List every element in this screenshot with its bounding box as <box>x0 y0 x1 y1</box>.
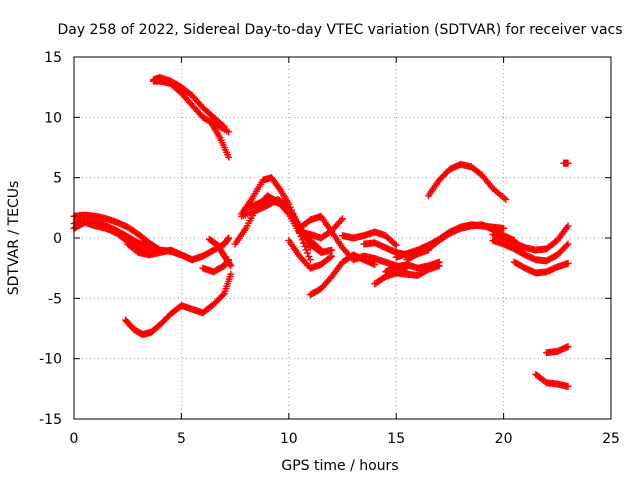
series-track-22 <box>381 258 443 276</box>
data-point <box>500 224 508 232</box>
data-point <box>564 222 572 230</box>
data-point <box>371 261 379 269</box>
data-point <box>337 216 345 224</box>
data-point <box>227 262 235 270</box>
x-tick-label: 10 <box>280 431 298 447</box>
series-track-16 <box>285 236 336 272</box>
series-track-31 <box>543 343 572 357</box>
series-track-32 <box>560 159 572 167</box>
y-axis-label: SDTVAR / TECUs <box>6 181 22 296</box>
y-tick-label: -15 <box>39 412 62 428</box>
data-point <box>302 246 310 254</box>
series-track-9 <box>122 270 235 339</box>
data-point <box>317 246 325 254</box>
data-point <box>391 240 399 248</box>
data-point <box>283 203 291 211</box>
data-point <box>564 159 572 167</box>
x-axis-label: GPS time / hours <box>281 458 398 474</box>
y-tick-label: 15 <box>44 50 62 66</box>
series-track-17 <box>296 212 411 272</box>
data-point <box>227 270 235 278</box>
x-tick-label: 0 <box>70 431 79 447</box>
plot-frame <box>73 56 612 420</box>
data-point <box>225 128 233 136</box>
y-tick-label: -10 <box>39 352 62 368</box>
data-point <box>301 242 309 250</box>
y-tick-label: -5 <box>48 291 62 307</box>
x-tick-label: 5 <box>177 431 186 447</box>
series-track-8 <box>207 119 233 161</box>
series-track-20 <box>339 228 400 249</box>
data-point <box>564 382 572 390</box>
series-track-5 <box>145 234 233 264</box>
chart-title: Day 258 of 2022, Sidereal Day-to-day VTE… <box>57 22 622 38</box>
data-point <box>563 241 571 249</box>
series-track-7 <box>149 77 233 136</box>
data-point <box>219 291 227 299</box>
data-point <box>304 249 312 257</box>
series-track-28 <box>489 236 572 265</box>
series-track-27 <box>489 222 572 254</box>
series-track-15 <box>238 195 325 254</box>
data-point <box>392 241 400 249</box>
data-point <box>225 153 233 161</box>
data-points <box>70 74 572 390</box>
data-point <box>564 343 572 351</box>
tick-labels: 0 5 10 15 20 25 -15 -10 -5 0 5 10 15 <box>39 50 620 447</box>
series-track-26 <box>424 160 510 203</box>
data-point <box>305 252 313 260</box>
data-point <box>225 234 233 242</box>
data-point <box>502 195 510 203</box>
y-tick-label: 5 <box>53 171 62 187</box>
series-track-29 <box>510 258 572 277</box>
x-tick-label: 20 <box>495 431 513 447</box>
series-track-30 <box>532 370 572 390</box>
data-point <box>328 246 336 254</box>
data-point <box>226 261 234 269</box>
y-tick-label: 0 <box>53 231 62 247</box>
data-point <box>326 253 334 261</box>
y-tick-label: 10 <box>44 110 62 126</box>
data-point <box>564 240 572 248</box>
series-track-2 <box>70 211 164 254</box>
x-tick-label: 25 <box>602 431 620 447</box>
data-point <box>339 215 346 223</box>
x-tick-label: 15 <box>387 431 405 447</box>
data-point <box>316 245 324 253</box>
series-track-25 <box>403 221 518 264</box>
data-point <box>306 256 314 264</box>
data-point <box>328 252 336 260</box>
series-track-19 <box>296 215 346 242</box>
series-track-18 <box>306 251 379 299</box>
data-point <box>564 259 572 267</box>
data-point <box>435 258 443 266</box>
data-point <box>500 194 508 202</box>
series-track-11 <box>205 235 235 270</box>
